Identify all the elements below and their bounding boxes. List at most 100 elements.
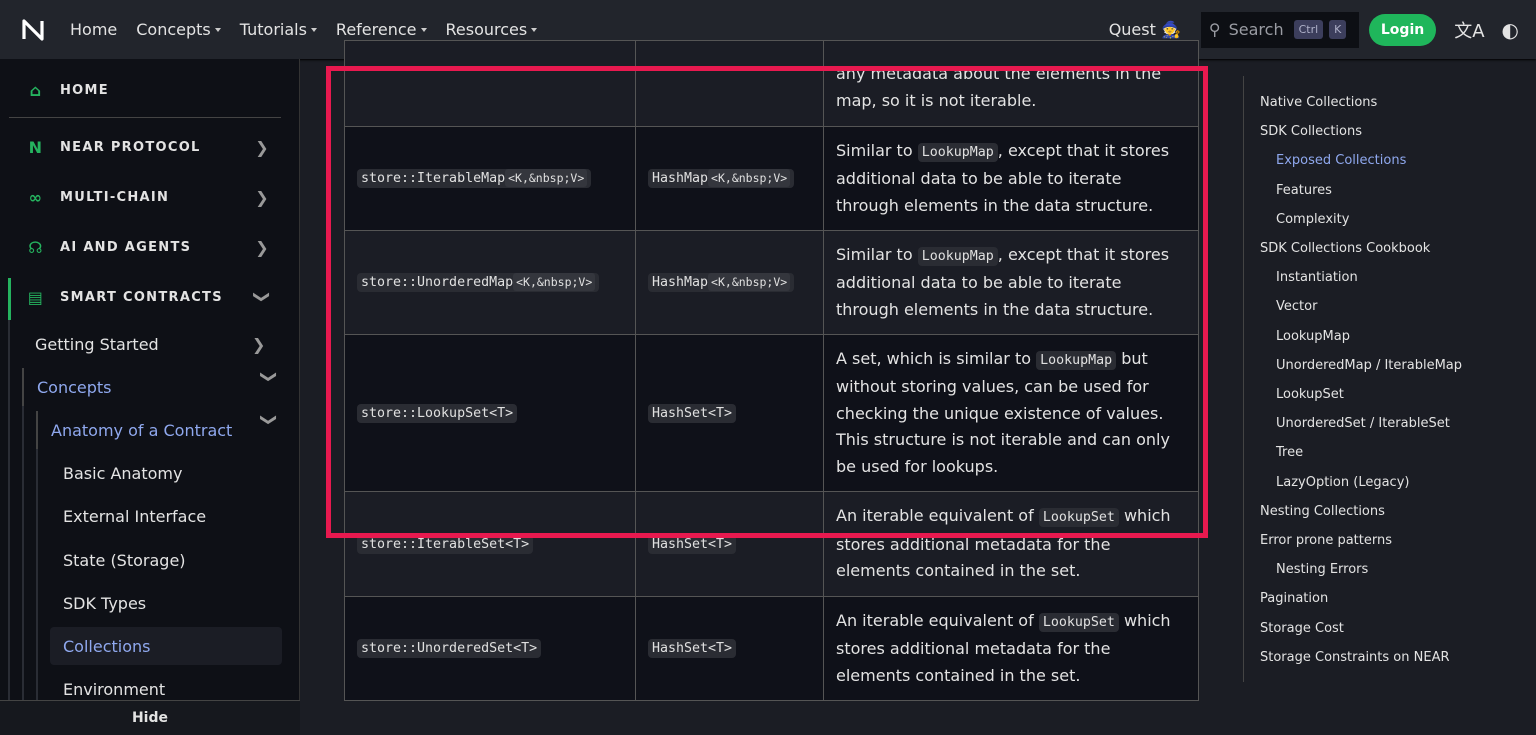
toc-item[interactable]: Instantiation — [1276, 270, 1358, 286]
toc-item[interactable]: Pagination — [1260, 591, 1329, 607]
navbar: Home Concepts Tutorials Reference Resour… — [0, 0, 1536, 59]
table-of-contents: Native Collections SDK Collections Exposed… — [1243, 76, 1462, 682]
code-inline: store::UnorderedMap <K,&nbsp;V> — [357, 273, 600, 293]
active-indicator — [8, 278, 11, 320]
std-type-cell: HashMap <K,&nbsp;V> — [635, 126, 824, 231]
sdk-type-cell: store::UnorderedSet<T> — [344, 596, 636, 701]
toc-item[interactable]: Storage Constraints on NEAR — [1260, 649, 1450, 665]
toc-item[interactable]: LookupMap — [1276, 328, 1350, 344]
description-cell: Similar to LookupMap, except that it sto… — [823, 126, 1199, 231]
nav-home[interactable]: Home — [70, 20, 118, 39]
nav-concepts[interactable]: Concepts — [136, 20, 221, 39]
code-inline: LookupSet — [1038, 612, 1119, 632]
nav-reference[interactable]: Reference — [336, 20, 427, 39]
chevron-right-icon[interactable]: ❯ — [255, 137, 270, 157]
translate-icon[interactable]: 文A — [1454, 20, 1485, 42]
toc-item[interactable]: UnorderedMap / IterableMap — [1276, 357, 1462, 373]
std-type-cell: HashMap <K,&nbsp;V> — [635, 230, 824, 335]
theme-toggle-icon[interactable]: ◐ — [1501, 17, 1519, 42]
sidebar-category-home[interactable]: ⌂ HOME — [8, 65, 282, 115]
contract-icon: ▤ — [27, 287, 45, 307]
toc-item[interactable]: SDK Collections Cookbook — [1260, 241, 1431, 256]
chevron-right-icon[interactable]: ❯ — [255, 187, 270, 207]
nav-tutorials[interactable]: Tutorials — [240, 20, 317, 39]
table-row: store::IterableMap <K,&nbsp;V> HashMap <K,&… — [344, 126, 1199, 231]
toc-item[interactable]: Features — [1276, 182, 1332, 198]
sidebar-item-concepts[interactable]: Concepts — [37, 378, 112, 397]
table-row: store::UnorderedMap <K,&nbsp;V> HashMap <K,… — [344, 230, 1199, 335]
nav-resources[interactable]: Resources — [446, 20, 538, 39]
toc-item[interactable]: Storage Cost — [1260, 620, 1344, 636]
sidebar-item-external-interface[interactable]: External Interface — [63, 507, 207, 526]
sidebar-item-environment[interactable]: Environment — [63, 680, 166, 699]
text: but without storing values, can be used … — [836, 348, 1170, 476]
login-button[interactable]: Login — [1368, 13, 1437, 46]
code-inline: store::IterableMap <K,&nbsp;V> — [357, 169, 592, 189]
chevron-down-icon[interactable]: ❯ — [260, 413, 279, 427]
sidebar-item-anatomy[interactable]: Anatomy of a Contract — [51, 421, 233, 440]
chevron-right-icon[interactable]: ❯ — [255, 237, 270, 257]
table-row: store::IterableSet<T> HashSet<T> An iterab… — [344, 491, 1199, 597]
sidebar-item-state[interactable]: State (Storage) — [63, 551, 186, 570]
sdk-type-cell: store::UnorderedMap <K,&nbsp;V> — [344, 230, 636, 335]
toc-item[interactable]: LazyOption (Legacy) — [1276, 474, 1410, 490]
sidebar-category-smart-contracts[interactable]: ▤ SMART CONTRACTS ❯ — [8, 272, 282, 322]
code-inline: HashMap <K,&nbsp;V> — [648, 169, 795, 189]
near-logo-icon[interactable] — [20, 17, 46, 43]
near-icon: N — [28, 137, 44, 157]
text: A set, which is similar to — [836, 348, 1037, 368]
code-inline: LookupMap — [917, 246, 998, 266]
text: An iterable equivalent of — [836, 610, 1039, 630]
code-inline: store::UnorderedSet<T> — [357, 639, 542, 659]
sidebar-item-basic-anatomy[interactable]: Basic Anatomy — [63, 464, 183, 483]
code-inline: store::IterableSet<T> — [357, 534, 534, 554]
text: , except that it stores additional data … — [836, 140, 1170, 215]
toc-item[interactable]: Nesting Collections — [1260, 503, 1385, 519]
sdk-type-cell: store::IterableMap <K,&nbsp;V> — [344, 126, 636, 231]
code-inline: store::LookupSet<T> — [357, 403, 518, 423]
sidebar-item-sdk-types[interactable]: SDK Types — [63, 594, 147, 613]
code-inline: HashSet<T> — [648, 639, 737, 659]
text: which stores additional metadata for the… — [836, 506, 1171, 581]
code-inline: LookupMap — [1036, 350, 1117, 370]
caret-down-icon — [531, 27, 538, 32]
sidebar: ⌂ HOME N NEAR PROTOCOL ❯ ∞ MULTI-CHAIN ❯ ☊ AI … — [0, 59, 300, 735]
std-type-cell: HashSet<T> — [635, 491, 824, 597]
toc-item[interactable]: Vector — [1276, 299, 1318, 315]
text: Similar to — [836, 244, 918, 264]
toc-item[interactable]: SDK Collections — [1260, 124, 1362, 140]
sdk-type-cell: store::IterableSet<T> — [344, 491, 636, 597]
sidebar-category-ai-agents[interactable]: ☊ AI AND AGENTS ❯ — [8, 222, 282, 272]
description-cell: any metadata about the elements in the m… — [823, 40, 1199, 127]
toc-item[interactable]: LookupSet — [1276, 387, 1344, 402]
hide-sidebar-button[interactable]: Hide — [0, 700, 300, 735]
toc-item[interactable]: Native Collections — [1260, 95, 1378, 110]
toc-item[interactable]: Complexity — [1276, 211, 1350, 227]
chevron-right-icon[interactable]: ❯ — [252, 335, 266, 354]
description-cell: An iterable equivalent of LookupSet whic… — [823, 596, 1199, 701]
kbd-k: K — [1329, 20, 1347, 39]
toc-item[interactable]: UnorderedSet / IterableSet — [1276, 416, 1450, 432]
toc-item[interactable]: Tree — [1276, 445, 1304, 461]
code-inline: LookupSet — [1038, 508, 1119, 528]
sdk-type-cell — [344, 40, 636, 127]
toc-item[interactable]: Nesting Errors — [1276, 562, 1369, 578]
toc-item[interactable]: Error prone patterns — [1260, 533, 1392, 548]
sdk-type-cell: store::LookupSet<T> — [344, 334, 636, 492]
quest-link[interactable]: Quest 🧙 — [1108, 20, 1181, 39]
search-button[interactable]: ⚲ Search Ctrl K — [1200, 11, 1359, 48]
sidebar-category-near-protocol[interactable]: N NEAR PROTOCOL ❯ — [8, 122, 282, 172]
search-icon: ⚲ — [1208, 20, 1221, 39]
sidebar-item-collections[interactable]: Collections — [63, 637, 151, 656]
brain-icon: ☊ — [28, 237, 44, 257]
std-type-cell: HashSet<T> — [635, 334, 824, 492]
chain-icon: ∞ — [28, 187, 44, 207]
chevron-down-icon[interactable]: ❯ — [253, 289, 273, 305]
code-inline: HashSet<T> — [648, 534, 737, 554]
text: Similar to — [836, 140, 918, 160]
kbd-ctrl: Ctrl — [1293, 20, 1324, 39]
sidebar-item-getting-started[interactable]: Getting Started — [35, 335, 159, 354]
sidebar-category-multi-chain[interactable]: ∞ MULTI-CHAIN ❯ — [8, 172, 282, 222]
chevron-down-icon[interactable]: ❯ — [260, 370, 279, 384]
toc-item[interactable]: Exposed Collections — [1276, 153, 1407, 169]
